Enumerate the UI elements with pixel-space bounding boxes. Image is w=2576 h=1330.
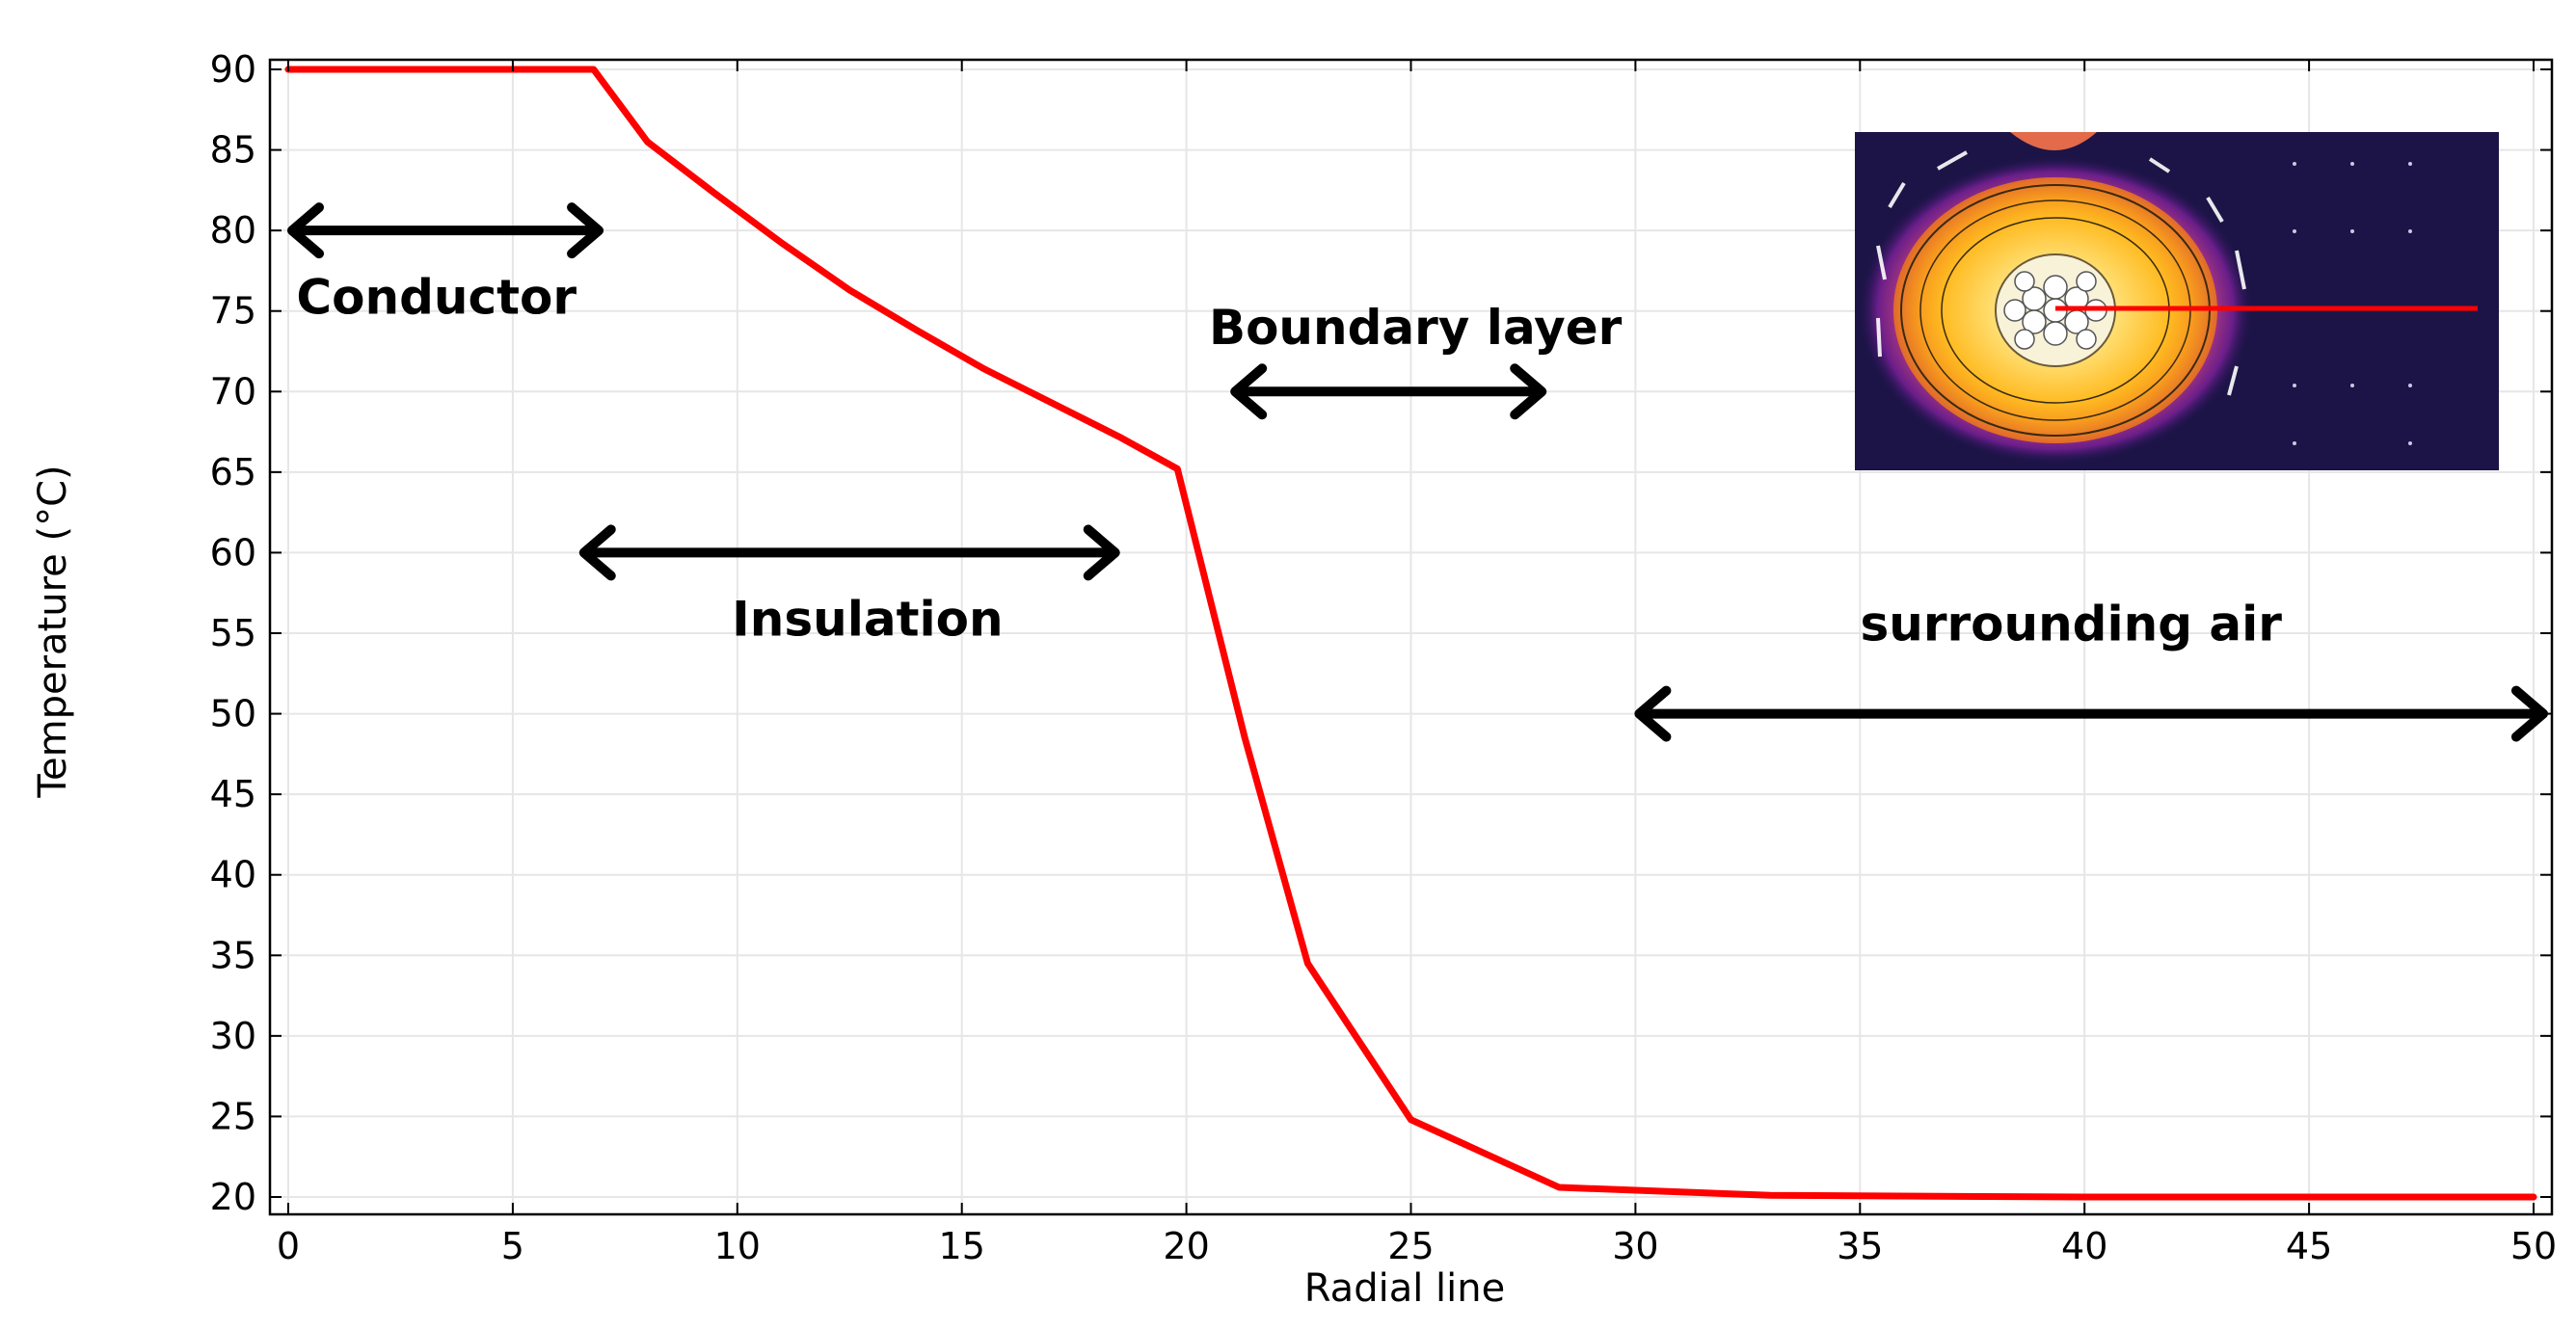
x-tick-label: 35 [1837,1225,1883,1267]
x-tick-label: 0 [277,1225,300,1267]
arrow-head-right-icon [1083,524,1120,581]
axes-layer: 0 5 10 15 20 25 30 35 40 45 50 20 25 30 35 40 45 50 55 60 65… [210,48,2558,1267]
arrow-head-right-icon [567,202,604,259]
annotation-boundary-layer: Boundary layer [1209,300,1623,420]
y-tick-label: 90 [210,48,256,91]
x-tick-label: 15 [939,1225,985,1267]
x-tick-label: 30 [1612,1225,1658,1267]
y-tick-label: 45 [210,773,256,815]
y-tick-label: 65 [210,451,256,493]
y-tick-label: 25 [210,1095,256,1137]
x-tick-label: 5 [501,1225,524,1267]
annotation-label-conductor: Conductor [296,269,577,325]
annotation-label-surrounding-air: surrounding air [1860,597,2282,652]
y-tick-label: 80 [210,209,256,252]
y-tick-label: 20 [210,1176,256,1218]
annotation-surrounding-air: surrounding air [1634,597,2548,742]
y-tick-label: 85 [210,129,256,172]
annotation-label-insulation: Insulation [732,592,1003,648]
arrow-head-left-icon [1230,363,1268,420]
x-tick-label: 10 [714,1225,761,1267]
x-tick-label: 20 [1163,1225,1209,1267]
x-tick-label: 45 [2286,1225,2332,1267]
y-tick-label: 50 [210,693,256,735]
arrow-head-left-icon [287,202,324,259]
x-tick-label: 50 [2510,1225,2557,1267]
y-tick-label: 55 [210,612,256,654]
x-tick-label: 40 [2061,1225,2107,1267]
arrow-head-left-icon [578,524,616,581]
annotation-label-boundary-layer: Boundary layer [1209,300,1623,356]
y-tick-label: 75 [210,290,256,332]
annotation-conductor: Conductor [287,202,604,325]
plot-frame [268,58,2554,1216]
arrow-head-left-icon [1634,685,1672,742]
annotations-layer: Conductor Insulation Boundary layer surroun… [287,202,2548,742]
y-tick-label: 35 [210,934,256,976]
series-layer [284,66,2537,1201]
y-axis-title: Temperature (°C) [31,465,75,798]
x-tick-label: 25 [1387,1225,1434,1267]
y-tick-label: 60 [210,531,256,573]
arrow-head-right-icon [1510,363,1547,420]
y-tick-label: 40 [210,854,256,896]
y-tick-label: 30 [210,1015,256,1057]
series-line-0 [284,66,2537,1201]
x-axis-title: Radial line [1304,1266,1505,1311]
y-tick-label: 70 [210,370,256,412]
annotation-insulation: Insulation [578,524,1120,648]
cable-temperature-field-icon [1855,132,2499,470]
